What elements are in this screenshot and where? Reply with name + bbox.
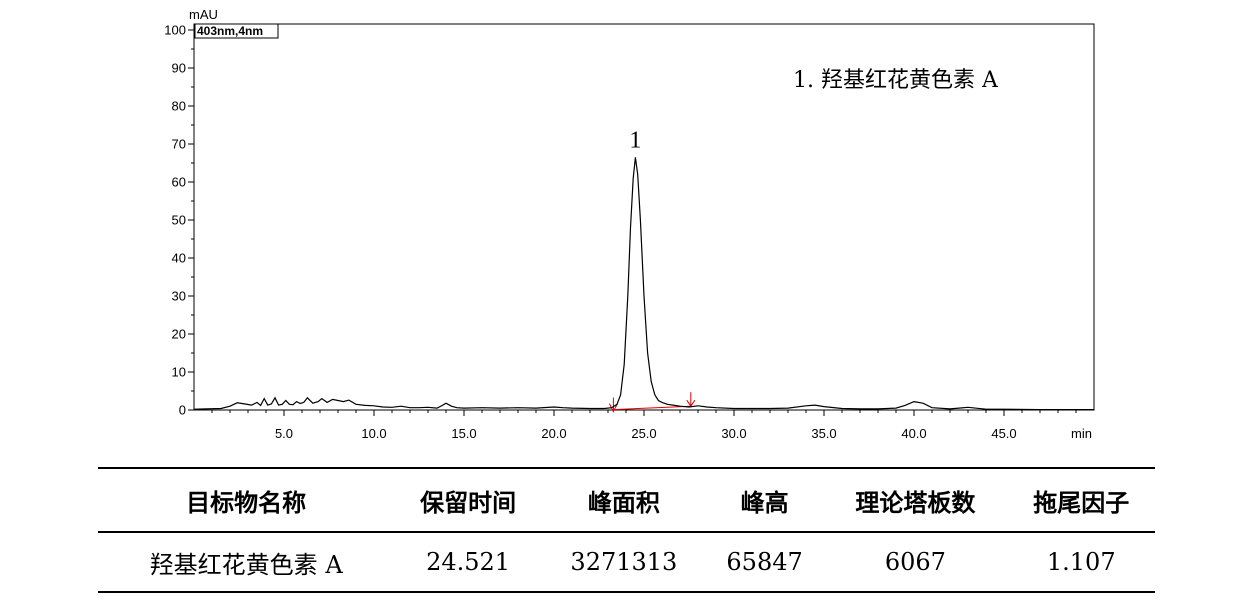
y-tick-label: 100 <box>164 23 186 38</box>
cell-theoretical-plates: 6067 <box>823 532 1008 593</box>
y-axis-ticks: 0 10 20 30 40 50 60 70 80 90 100 <box>164 23 194 418</box>
baseline-markers <box>608 392 696 413</box>
header-peak-height: 峰高 <box>705 467 824 533</box>
x-tick-label: 5.0 <box>275 426 293 441</box>
x-tick-label: 10.0 <box>361 426 386 441</box>
x-axis-label: min <box>1071 426 1092 441</box>
detector-label-box <box>194 23 279 39</box>
cell-peak-area: 3271313 <box>541 532 706 593</box>
x-axis-ticks: 5.0 10.0 15.0 20.0 25.0 30.0 35.0 40.0 45.0 <box>211 410 1077 441</box>
baseline-end-marker <box>686 392 696 408</box>
y-tick-label: 30 <box>172 289 186 304</box>
header-peak-area: 峰面积 <box>541 467 706 533</box>
cell-tailing-factor: 1.107 <box>1007 532 1155 593</box>
peak-label: 1 <box>629 127 641 153</box>
x-tick-label: 15.0 <box>451 426 476 441</box>
table-header-row: 目标物名称 保留时间 峰面积 峰高 理论塔板数 拖尾因子 <box>98 467 1155 533</box>
x-tick-label: 45.0 <box>991 426 1016 441</box>
cell-peak-height: 65847 <box>705 532 824 593</box>
y-tick-label: 90 <box>172 61 186 76</box>
detector-label: 403nm,4nm <box>197 24 263 38</box>
baseline-line <box>613 405 691 411</box>
y-tick-label: 60 <box>172 175 186 190</box>
cell-compound-name: 羟基红花黄色素 A <box>98 532 395 593</box>
y-tick-label: 40 <box>172 251 186 266</box>
y-tick-label: 20 <box>172 327 186 342</box>
header-retention-time: 保留时间 <box>394 467 542 533</box>
x-tick-label: 30.0 <box>721 426 746 441</box>
y-tick-label: 70 <box>172 137 186 152</box>
x-tick-label: 40.0 <box>901 426 926 441</box>
y-tick-label: 50 <box>172 213 186 228</box>
legend-entry: 1. 羟基红花黄色素 A <box>793 68 999 93</box>
chromatogram-chart: 0 10 20 30 40 50 60 70 80 90 100 5.0 10.0 15.0 20.0 25… <box>164 7 1095 441</box>
y-axis-label: mAU <box>189 7 218 22</box>
header-tailing-factor: 拖尾因子 <box>1007 467 1155 533</box>
header-compound-name: 目标物名称 <box>98 467 395 533</box>
y-tick-label: 10 <box>172 365 186 380</box>
results-table: 目标物名称 保留时间 峰面积 峰高 理论塔板数 拖尾因子 羟基红花黄色素 A 2… <box>98 467 1155 593</box>
y-tick-label: 0 <box>179 403 186 418</box>
x-tick-label: 35.0 <box>811 426 836 441</box>
chromatogram-trace <box>193 157 1094 411</box>
y-tick-label: 80 <box>172 99 186 114</box>
table-row: 羟基红花黄色素 A 24.521 3271313 65847 6067 1.10… <box>98 532 1155 593</box>
x-tick-label: 20.0 <box>541 426 566 441</box>
header-theoretical-plates: 理论塔板数 <box>823 467 1008 533</box>
baseline-start-marker <box>608 397 618 413</box>
cell-retention-time: 24.521 <box>394 532 542 593</box>
x-tick-label: 25.0 <box>631 426 656 441</box>
